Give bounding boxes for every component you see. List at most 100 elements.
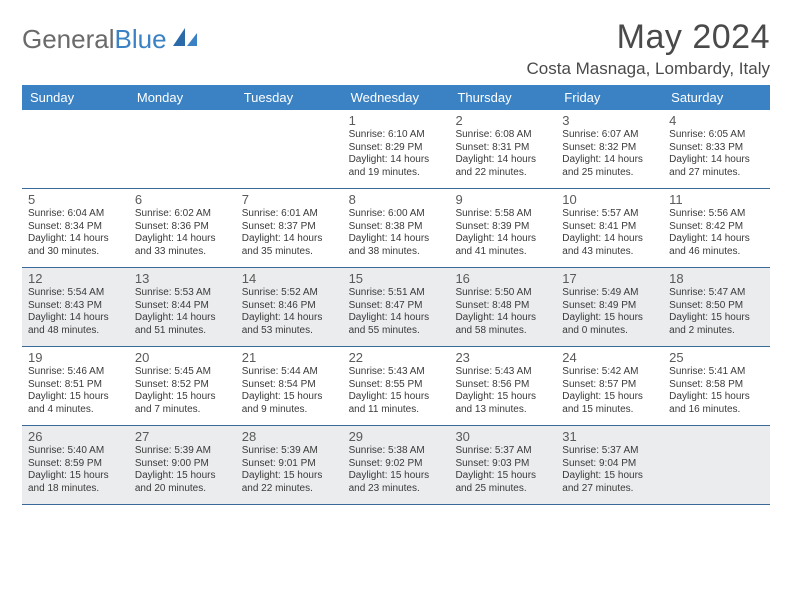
day-info: Sunrise: 5:40 AMSunset: 8:59 PMDaylight:… <box>28 445 123 495</box>
daylight-text: Daylight: 15 hours and 7 minutes. <box>135 391 230 416</box>
title-block: May 2024 Costa Masnaga, Lombardy, Italy <box>527 18 770 79</box>
day-info: Sunrise: 5:46 AMSunset: 8:51 PMDaylight:… <box>28 366 123 416</box>
sunrise-text: Sunrise: 5:44 AM <box>242 366 337 379</box>
sunset-text: Sunset: 8:54 PM <box>242 379 337 392</box>
sunset-text: Sunset: 8:38 PM <box>349 221 444 234</box>
sunrise-text: Sunrise: 6:05 AM <box>669 129 764 142</box>
day-number: 4 <box>669 113 764 128</box>
day-number: 11 <box>669 192 764 207</box>
sunrise-text: Sunrise: 5:51 AM <box>349 287 444 300</box>
sunset-text: Sunset: 8:49 PM <box>562 300 657 313</box>
weeks-container: 1Sunrise: 6:10 AMSunset: 8:29 PMDaylight… <box>22 110 770 505</box>
day-info: Sunrise: 5:56 AMSunset: 8:42 PMDaylight:… <box>669 208 764 258</box>
sunrise-text: Sunrise: 6:08 AM <box>455 129 550 142</box>
sunset-text: Sunset: 9:00 PM <box>135 458 230 471</box>
day-number: 16 <box>455 271 550 286</box>
day-number: 31 <box>562 429 657 444</box>
sunrise-text: Sunrise: 5:37 AM <box>562 445 657 458</box>
sunset-text: Sunset: 8:42 PM <box>669 221 764 234</box>
sunrise-text: Sunrise: 5:37 AM <box>455 445 550 458</box>
day-number: 19 <box>28 350 123 365</box>
daylight-text: Daylight: 14 hours and 43 minutes. <box>562 233 657 258</box>
daylight-text: Daylight: 15 hours and 23 minutes. <box>349 470 444 495</box>
daylight-text: Daylight: 15 hours and 27 minutes. <box>562 470 657 495</box>
day-cell <box>236 110 343 188</box>
day-number: 29 <box>349 429 444 444</box>
day-info: Sunrise: 5:57 AMSunset: 8:41 PMDaylight:… <box>562 208 657 258</box>
daylight-text: Daylight: 15 hours and 25 minutes. <box>455 470 550 495</box>
sunset-text: Sunset: 8:31 PM <box>455 142 550 155</box>
day-cell: 28Sunrise: 5:39 AMSunset: 9:01 PMDayligh… <box>236 426 343 504</box>
daylight-text: Daylight: 15 hours and 4 minutes. <box>28 391 123 416</box>
day-cell: 21Sunrise: 5:44 AMSunset: 8:54 PMDayligh… <box>236 347 343 425</box>
sunrise-text: Sunrise: 5:49 AM <box>562 287 657 300</box>
day-number: 1 <box>349 113 444 128</box>
sunrise-text: Sunrise: 5:39 AM <box>242 445 337 458</box>
calendar-grid: SundayMondayTuesdayWednesdayThursdayFrid… <box>22 85 770 505</box>
sunrise-text: Sunrise: 5:58 AM <box>455 208 550 221</box>
day-number: 5 <box>28 192 123 207</box>
day-number: 6 <box>135 192 230 207</box>
day-cell: 17Sunrise: 5:49 AMSunset: 8:49 PMDayligh… <box>556 268 663 346</box>
sunrise-text: Sunrise: 5:52 AM <box>242 287 337 300</box>
day-cell: 22Sunrise: 5:43 AMSunset: 8:55 PMDayligh… <box>343 347 450 425</box>
daylight-text: Daylight: 14 hours and 46 minutes. <box>669 233 764 258</box>
brand-part2: Blue <box>115 24 167 55</box>
day-header: Monday <box>129 85 236 110</box>
sunset-text: Sunset: 8:39 PM <box>455 221 550 234</box>
day-header: Thursday <box>449 85 556 110</box>
sunset-text: Sunset: 8:51 PM <box>28 379 123 392</box>
day-cell: 7Sunrise: 6:01 AMSunset: 8:37 PMDaylight… <box>236 189 343 267</box>
daylight-text: Daylight: 15 hours and 2 minutes. <box>669 312 764 337</box>
sunrise-text: Sunrise: 5:41 AM <box>669 366 764 379</box>
day-number: 12 <box>28 271 123 286</box>
daylight-text: Daylight: 14 hours and 33 minutes. <box>135 233 230 258</box>
daylight-text: Daylight: 15 hours and 11 minutes. <box>349 391 444 416</box>
daylight-text: Daylight: 15 hours and 9 minutes. <box>242 391 337 416</box>
sunset-text: Sunset: 8:29 PM <box>349 142 444 155</box>
day-number: 13 <box>135 271 230 286</box>
day-cell: 29Sunrise: 5:38 AMSunset: 9:02 PMDayligh… <box>343 426 450 504</box>
sunrise-text: Sunrise: 5:47 AM <box>669 287 764 300</box>
week-row: 19Sunrise: 5:46 AMSunset: 8:51 PMDayligh… <box>22 347 770 426</box>
day-number: 18 <box>669 271 764 286</box>
day-number: 21 <box>242 350 337 365</box>
sunrise-text: Sunrise: 5:39 AM <box>135 445 230 458</box>
day-info: Sunrise: 5:54 AMSunset: 8:43 PMDaylight:… <box>28 287 123 337</box>
day-cell: 30Sunrise: 5:37 AMSunset: 9:03 PMDayligh… <box>449 426 556 504</box>
day-header: Friday <box>556 85 663 110</box>
day-info: Sunrise: 5:41 AMSunset: 8:58 PMDaylight:… <box>669 366 764 416</box>
day-info: Sunrise: 6:04 AMSunset: 8:34 PMDaylight:… <box>28 208 123 258</box>
sunrise-text: Sunrise: 5:42 AM <box>562 366 657 379</box>
day-number: 20 <box>135 350 230 365</box>
sunrise-text: Sunrise: 6:00 AM <box>349 208 444 221</box>
day-info: Sunrise: 5:53 AMSunset: 8:44 PMDaylight:… <box>135 287 230 337</box>
daylight-text: Daylight: 14 hours and 38 minutes. <box>349 233 444 258</box>
day-number: 9 <box>455 192 550 207</box>
day-number: 28 <box>242 429 337 444</box>
day-header: Saturday <box>663 85 770 110</box>
day-info: Sunrise: 5:44 AMSunset: 8:54 PMDaylight:… <box>242 366 337 416</box>
day-number: 14 <box>242 271 337 286</box>
daylight-text: Daylight: 15 hours and 15 minutes. <box>562 391 657 416</box>
daylight-text: Daylight: 15 hours and 18 minutes. <box>28 470 123 495</box>
day-number: 15 <box>349 271 444 286</box>
logo-sail-icon <box>171 24 199 55</box>
sunrise-text: Sunrise: 5:43 AM <box>349 366 444 379</box>
day-headers-row: SundayMondayTuesdayWednesdayThursdayFrid… <box>22 85 770 110</box>
daylight-text: Daylight: 15 hours and 0 minutes. <box>562 312 657 337</box>
sunset-text: Sunset: 8:56 PM <box>455 379 550 392</box>
day-cell: 15Sunrise: 5:51 AMSunset: 8:47 PMDayligh… <box>343 268 450 346</box>
day-number: 22 <box>349 350 444 365</box>
day-cell: 31Sunrise: 5:37 AMSunset: 9:04 PMDayligh… <box>556 426 663 504</box>
day-cell: 3Sunrise: 6:07 AMSunset: 8:32 PMDaylight… <box>556 110 663 188</box>
sunrise-text: Sunrise: 6:04 AM <box>28 208 123 221</box>
sunrise-text: Sunrise: 5:38 AM <box>349 445 444 458</box>
day-info: Sunrise: 5:51 AMSunset: 8:47 PMDaylight:… <box>349 287 444 337</box>
day-info: Sunrise: 5:52 AMSunset: 8:46 PMDaylight:… <box>242 287 337 337</box>
day-cell: 5Sunrise: 6:04 AMSunset: 8:34 PMDaylight… <box>22 189 129 267</box>
daylight-text: Daylight: 14 hours and 25 minutes. <box>562 154 657 179</box>
sunset-text: Sunset: 8:50 PM <box>669 300 764 313</box>
day-info: Sunrise: 5:37 AMSunset: 9:03 PMDaylight:… <box>455 445 550 495</box>
sunset-text: Sunset: 8:44 PM <box>135 300 230 313</box>
